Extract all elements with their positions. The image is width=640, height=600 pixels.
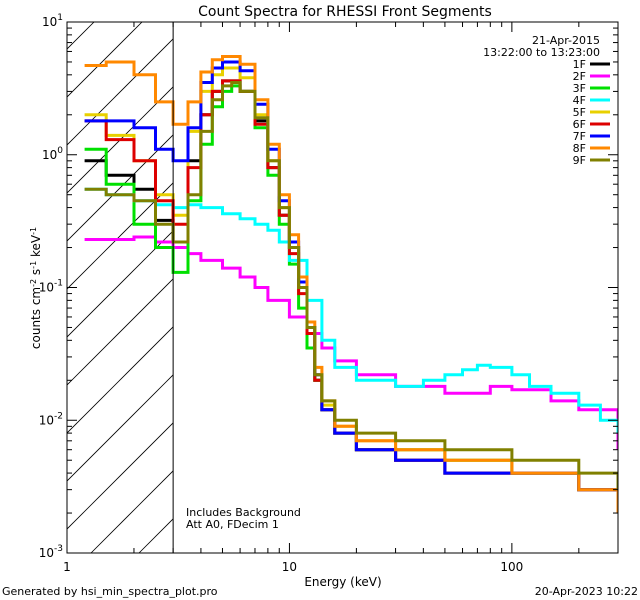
legend: 21-Apr-2015 13:22:00 to 13:23:00 1F2F3F4…	[483, 34, 610, 167]
legend-label-3F: 3F	[573, 82, 586, 95]
low-energy-hatch	[0, 0, 174, 553]
x-tick-label: 100	[500, 560, 523, 574]
legend-label-2F: 2F	[573, 70, 586, 83]
hatch-line	[138, 518, 174, 553]
legend-label-1F: 1F	[573, 58, 586, 71]
y-tick-label: 10-2	[39, 411, 63, 427]
hatch-line	[67, 230, 174, 338]
y-tick-label: 101	[42, 13, 63, 29]
chart-title: Count Spectra for RHESSI Front Segments	[198, 4, 492, 20]
legend-label-9F: 9F	[573, 154, 586, 167]
legend-date: 21-Apr-2015	[532, 34, 600, 47]
series-8F	[84, 55, 618, 513]
y-axis-label: counts cm-2 s-1 keV-1	[29, 227, 44, 349]
y-tick-label: 100	[42, 146, 63, 162]
hatch-line	[67, 326, 174, 434]
legend-label-4F: 4F	[573, 94, 586, 107]
hatch-line	[67, 22, 143, 98]
hatch-line	[67, 422, 174, 530]
footer-timestamp: 20-Apr-2023 10:22	[534, 585, 638, 598]
x-tick-label: 10	[282, 560, 297, 574]
series-layer	[84, 55, 618, 513]
hatch-line	[67, 182, 174, 290]
hatch-line	[67, 38, 174, 146]
legend-label-7F: 7F	[573, 130, 586, 143]
legend-time-range: 13:22:00 to 13:23:00	[483, 46, 600, 59]
series-4F	[84, 187, 618, 434]
x-axis-label: Energy (keV)	[304, 575, 381, 589]
legend-label-8F: 8F	[573, 142, 586, 155]
hatch-line	[67, 374, 174, 482]
series-5F	[84, 66, 618, 513]
x-tick-label: 1	[63, 560, 71, 574]
legend-label-6F: 6F	[573, 118, 586, 131]
series-6F	[84, 79, 618, 513]
series-2F	[84, 235, 618, 450]
legend-label-5F: 5F	[573, 106, 586, 119]
footer-generated-by: Generated by hsi_min_spectra_plot.pro	[2, 585, 218, 598]
series-9F	[84, 81, 618, 490]
y-tick-label: 10-3	[39, 544, 63, 560]
note-attenuator: Att A0, FDecim 1	[186, 518, 279, 531]
hatch-line	[67, 86, 174, 194]
hatch-line	[0, 0, 115, 553]
series-1F	[84, 79, 618, 513]
note-background: Includes Background	[186, 506, 301, 519]
